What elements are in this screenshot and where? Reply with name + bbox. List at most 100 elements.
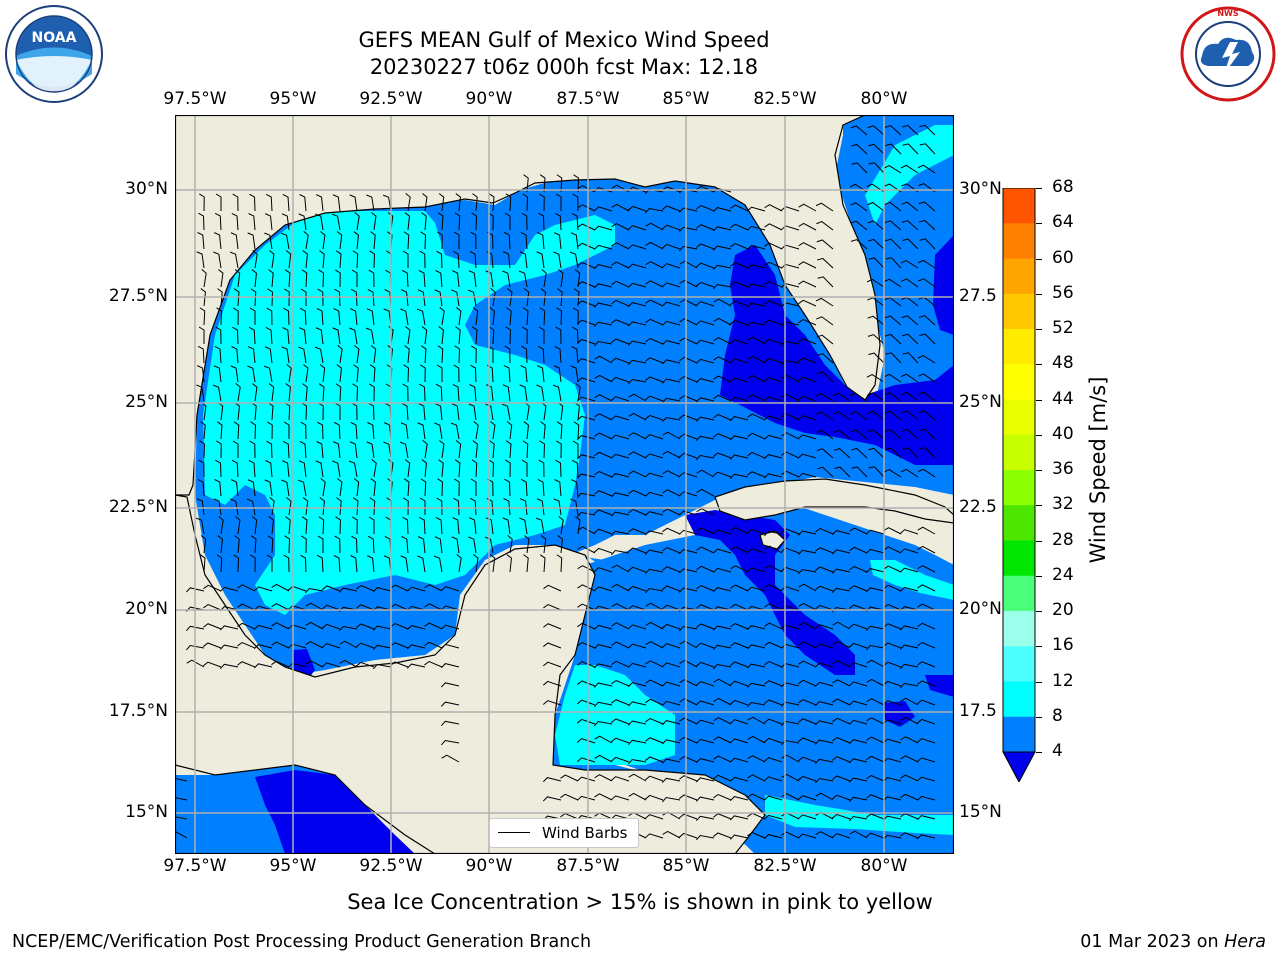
wind-barb	[450, 422, 460, 440]
wind-barb	[816, 239, 834, 250]
wind-barb	[610, 795, 630, 801]
wind-barb	[679, 659, 698, 668]
wind-barb	[486, 384, 494, 402]
wind-barb	[440, 605, 460, 611]
wind-barb	[503, 251, 511, 269]
wind-barb	[505, 459, 511, 478]
wind-barb	[797, 395, 817, 402]
wind-barb	[816, 448, 834, 459]
wind-barb	[917, 680, 936, 687]
wind-barb	[661, 700, 681, 706]
wind-barb	[764, 223, 783, 231]
wind-barb	[764, 680, 783, 687]
wind-barb	[866, 659, 885, 668]
wind-barb	[539, 193, 545, 212]
wind-barb	[555, 193, 562, 211]
lon-label-top: 97.5°W	[163, 89, 227, 109]
wind-barb	[901, 392, 919, 402]
wind-barb	[316, 307, 324, 326]
wind-barb	[611, 550, 630, 556]
wind-barb	[320, 231, 326, 250]
wind-barb	[203, 642, 222, 649]
wind-barb	[522, 326, 528, 345]
wind-barb	[868, 238, 885, 250]
wind-barb	[729, 473, 749, 479]
wind-barb	[816, 221, 834, 231]
wind-barb	[403, 231, 410, 250]
colorbar-segment	[1003, 611, 1035, 647]
wind-barb	[319, 250, 325, 269]
wind-barb	[814, 739, 834, 745]
wind-barb	[679, 736, 698, 744]
wind-barb	[469, 497, 477, 516]
wind-barb	[746, 283, 766, 289]
wind-barb	[849, 604, 868, 611]
wind-barb	[247, 479, 256, 497]
wind-barb	[219, 663, 239, 669]
wind-barb	[593, 586, 613, 592]
wind-barb	[919, 447, 936, 459]
lat-label-right: 15°N	[959, 802, 1002, 822]
wind-barb	[503, 231, 511, 250]
wind-barb	[577, 641, 596, 649]
wind-barb	[368, 269, 375, 288]
wind-barb	[420, 345, 427, 364]
wind-barb	[237, 584, 256, 592]
wind-barb	[350, 308, 358, 326]
wind-barb	[900, 373, 919, 383]
wind-barb	[781, 831, 800, 839]
wind-barb	[814, 643, 834, 649]
wind-barb	[502, 517, 511, 535]
wind-barb	[440, 643, 460, 649]
wind-barb	[645, 588, 664, 594]
wind-barb	[610, 814, 630, 820]
wind-barb	[552, 384, 562, 402]
wind-barb	[628, 792, 647, 801]
wind-barb	[747, 322, 766, 328]
wind-barb	[576, 454, 596, 460]
wind-barb	[628, 759, 647, 765]
wind-barb	[746, 663, 766, 669]
wind-barb	[611, 319, 630, 326]
wind-barb	[661, 643, 681, 649]
wind-barb	[440, 624, 460, 630]
wind-barb	[867, 202, 885, 212]
wind-barb	[305, 588, 324, 594]
wind-barb	[747, 471, 766, 478]
wind-barb	[336, 231, 343, 250]
wind-barb	[252, 250, 258, 269]
land-masses	[175, 115, 954, 854]
wind-barb	[421, 459, 427, 478]
wind-barb	[440, 663, 460, 669]
wind-barb	[900, 755, 919, 763]
wind-barb	[645, 621, 664, 630]
wind-barb	[572, 326, 579, 345]
wind-barb	[866, 832, 885, 839]
wind-barb	[452, 517, 460, 535]
colorbar-tick	[1036, 540, 1042, 542]
wind-barb	[661, 777, 681, 783]
wind-barb	[831, 549, 851, 555]
wind-barb	[900, 683, 919, 689]
wind-barb	[421, 326, 428, 345]
wind-barb	[611, 223, 630, 231]
atlantic-lt4	[933, 235, 954, 335]
wind-barb	[644, 794, 664, 801]
wind-barb	[594, 413, 613, 421]
wind-barb	[713, 755, 732, 763]
svg-text:NWS: NWS	[1217, 9, 1239, 18]
colorbar-segment	[1003, 293, 1035, 330]
wind-barb	[865, 587, 885, 593]
wind-barb	[814, 720, 834, 726]
wind-barb	[865, 568, 885, 574]
lon-label-top: 82.5°W	[753, 89, 817, 109]
wind-barb	[610, 415, 630, 421]
wind-barb	[251, 269, 257, 288]
wind-barb	[520, 231, 528, 250]
wind-barb	[645, 241, 664, 250]
wind-barb	[318, 383, 325, 402]
lon-label-top: 80°W	[860, 89, 908, 109]
wind-barb	[186, 659, 205, 668]
wind-barb	[867, 297, 885, 307]
wind-barb	[365, 327, 375, 345]
